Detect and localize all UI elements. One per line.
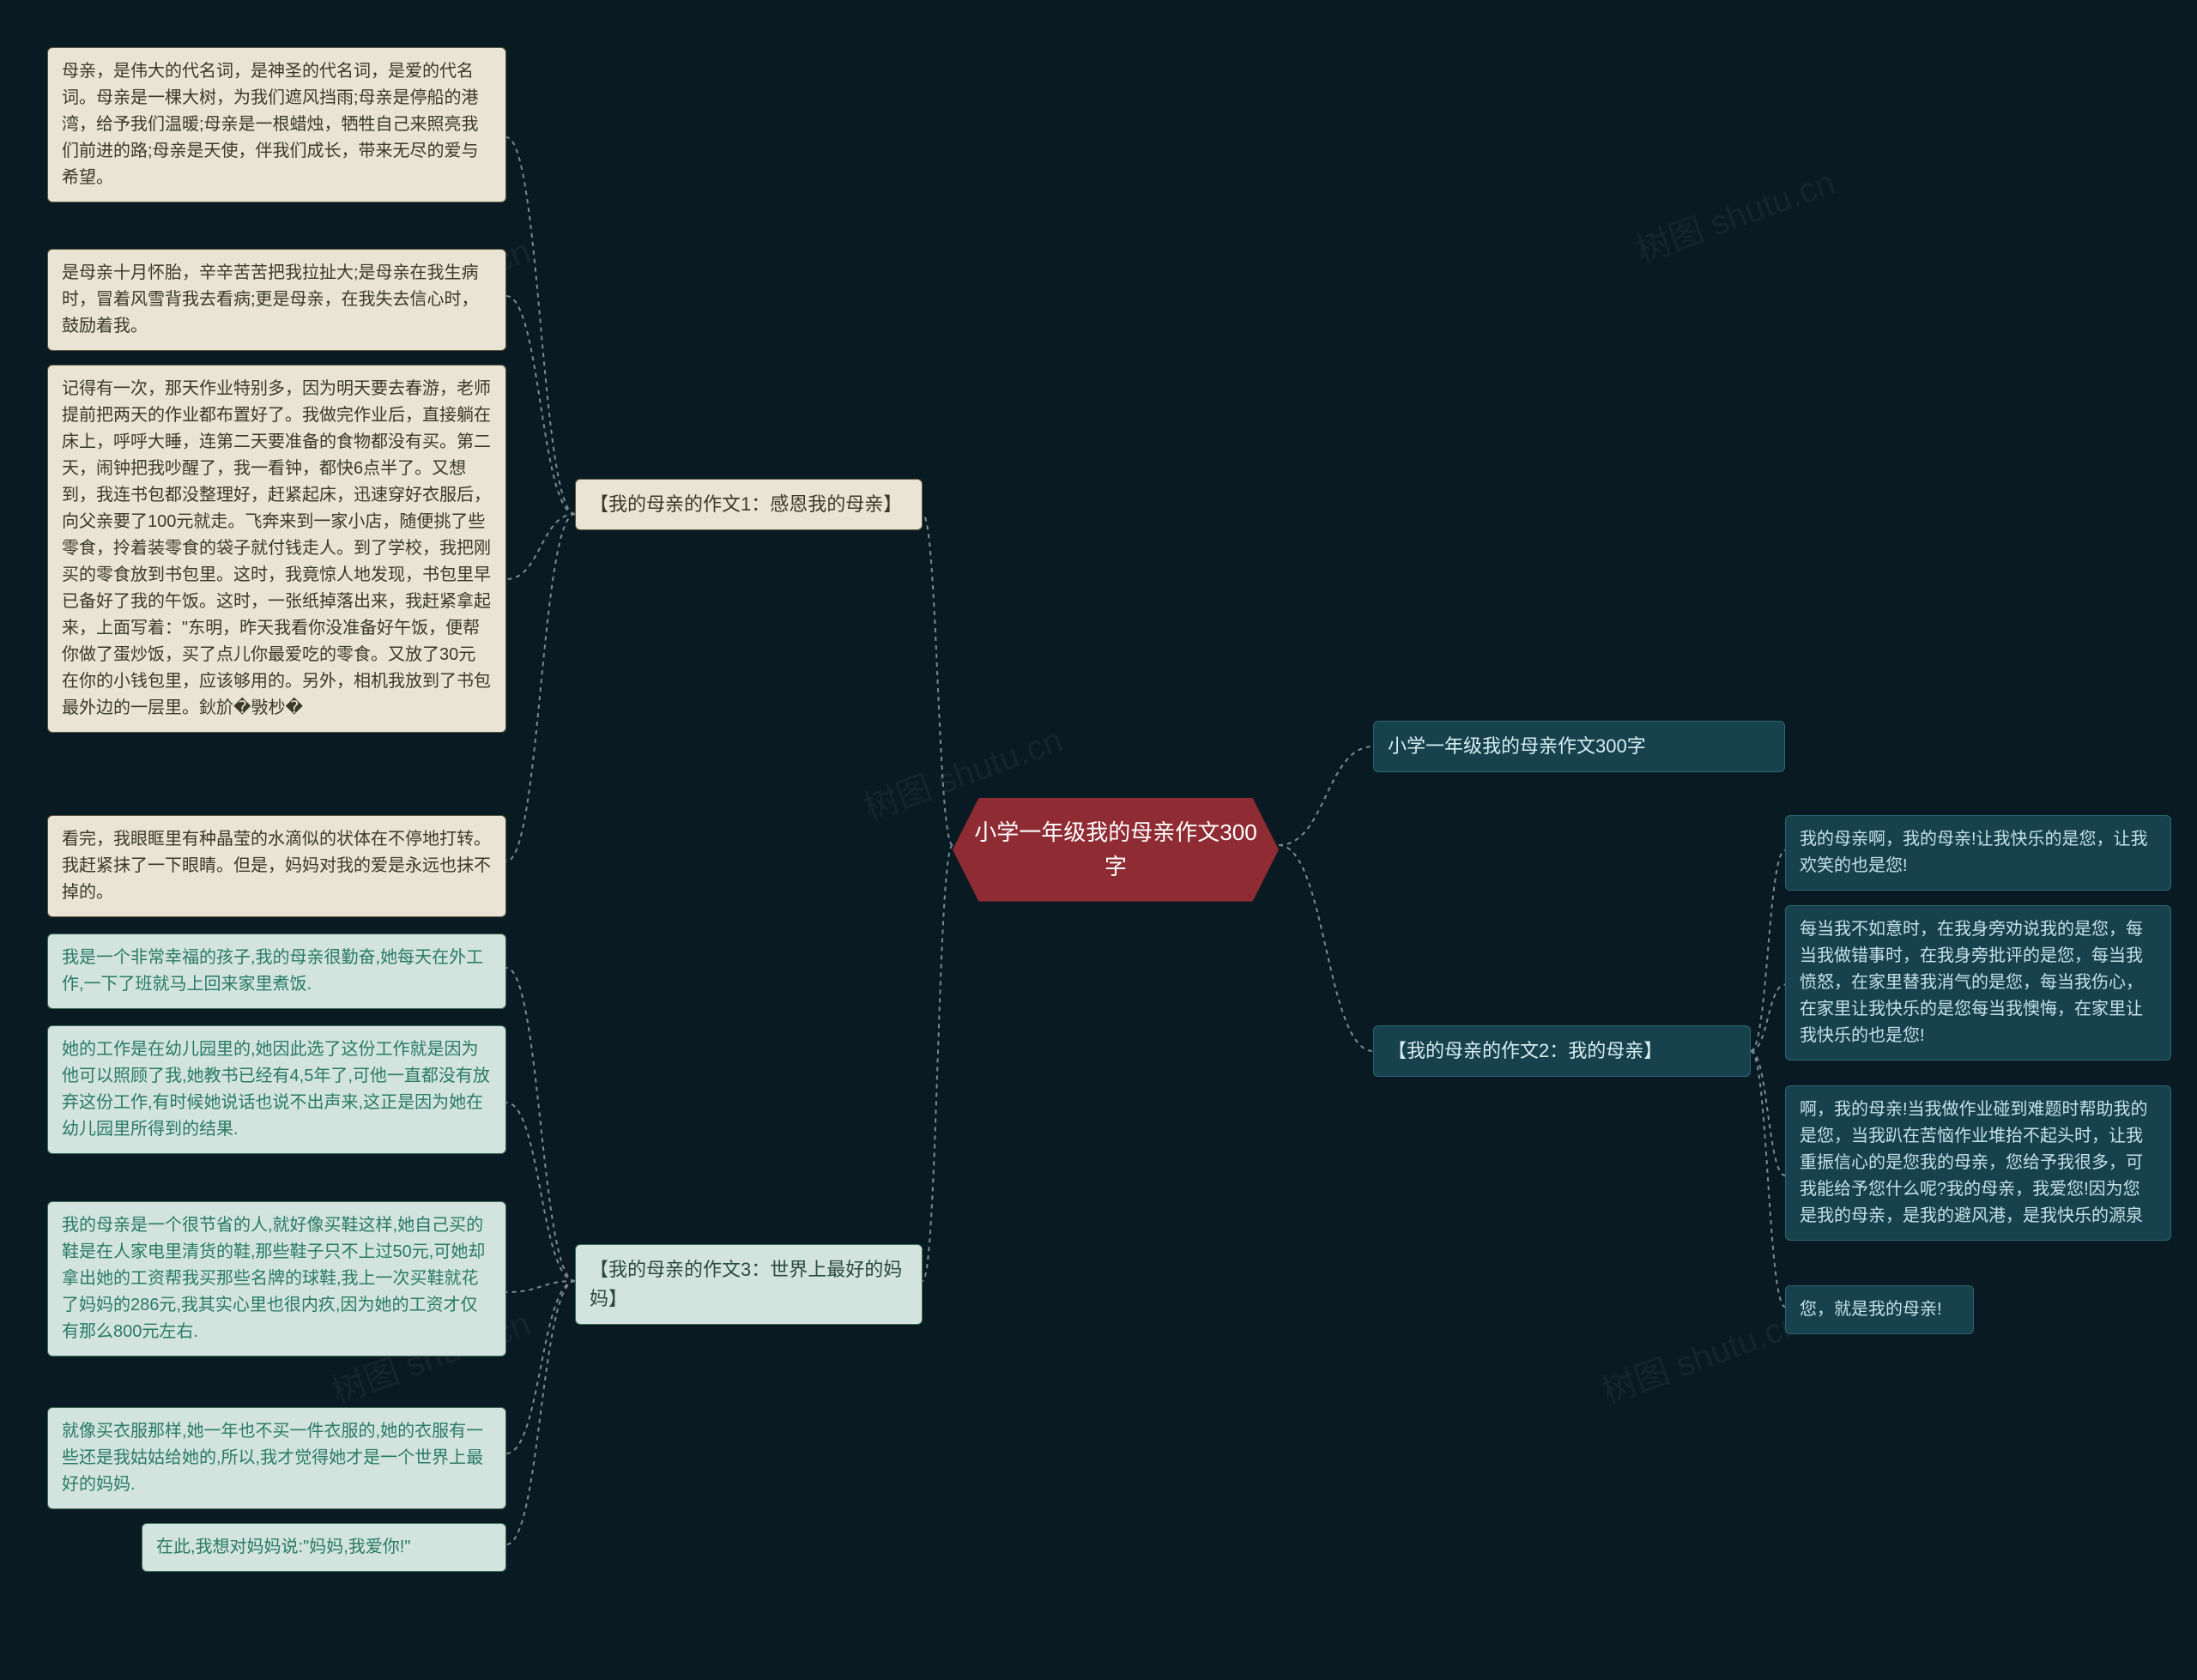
leaf-left-1-2: 我的母亲是一个很节省的人,就好像买鞋这样,她自己买的鞋是在人家电里清货的鞋,那些… xyxy=(47,1201,506,1357)
leaf-right-1-3: 您，就是我的母亲! xyxy=(1785,1285,1974,1334)
leaf-left-1-4: 在此,我想对妈妈说:"妈妈,我爱你!" xyxy=(142,1523,506,1572)
watermark: 树图 shutu.cn xyxy=(1628,154,1841,272)
leaf-left-0-0: 母亲，是伟大的代名词，是神圣的代名词，是爱的代名词。母亲是一棵大树，为我们遮风挡… xyxy=(47,47,506,202)
leaf-right-1-2: 啊，我的母亲!当我做作业碰到难题时帮助我的是您，当我趴在苦恼作业堆抬不起头时，让… xyxy=(1785,1085,2171,1241)
watermark: 树图 shutu.cn xyxy=(1594,1296,1807,1413)
leaf-left-1-0: 我是一个非常幸福的孩子,我的母亲很勤奋,她每天在外工作,一下了班就马上回来家里煮… xyxy=(47,934,506,1009)
leaf-left-0-2: 记得有一次，那天作业特别多，因为明天要去春游，老师提前把两天的作业都布置好了。我… xyxy=(47,365,506,733)
branch-left-1: 【我的母亲的作文3：世界上最好的妈妈】 xyxy=(575,1244,923,1325)
leaf-left-1-1: 她的工作是在幼儿园里的,她因此选了这份工作就是因为他可以照顾了我,她教书已经有4… xyxy=(47,1025,506,1154)
branch-right-1: 【我的母亲的作文2：我的母亲】 xyxy=(1373,1025,1751,1077)
branch-right-0: 小学一年级我的母亲作文300字 xyxy=(1373,721,1785,772)
leaf-left-1-3: 就像买衣服那样,她一年也不买一件衣服的,她的衣服有一些还是我姑姑给她的,所以,我… xyxy=(47,1407,506,1509)
leaf-right-1-1: 每当我不如意时，在我身旁劝说我的是您，每当我做错事时，在我身旁批评的是您，每当我… xyxy=(1785,905,2171,1061)
leaf-left-0-3: 看完，我眼眶里有种晶莹的水滴似的状体在不停地打转。我赶紧抹了一下眼睛。但是，妈妈… xyxy=(47,815,506,917)
leaf-left-0-1: 是母亲十月怀胎，辛辛苦苦把我拉扯大;是母亲在我生病时，冒着风雪背我去看病;更是母… xyxy=(47,249,506,351)
branch-left-0: 【我的母亲的作文1：感恩我的母亲】 xyxy=(575,479,923,530)
leaf-right-1-0: 我的母亲啊，我的母亲!让我快乐的是您，让我欢笑的也是您! xyxy=(1785,815,2171,891)
mindmap-root: 小学一年级我的母亲作文300字 xyxy=(953,798,1279,902)
